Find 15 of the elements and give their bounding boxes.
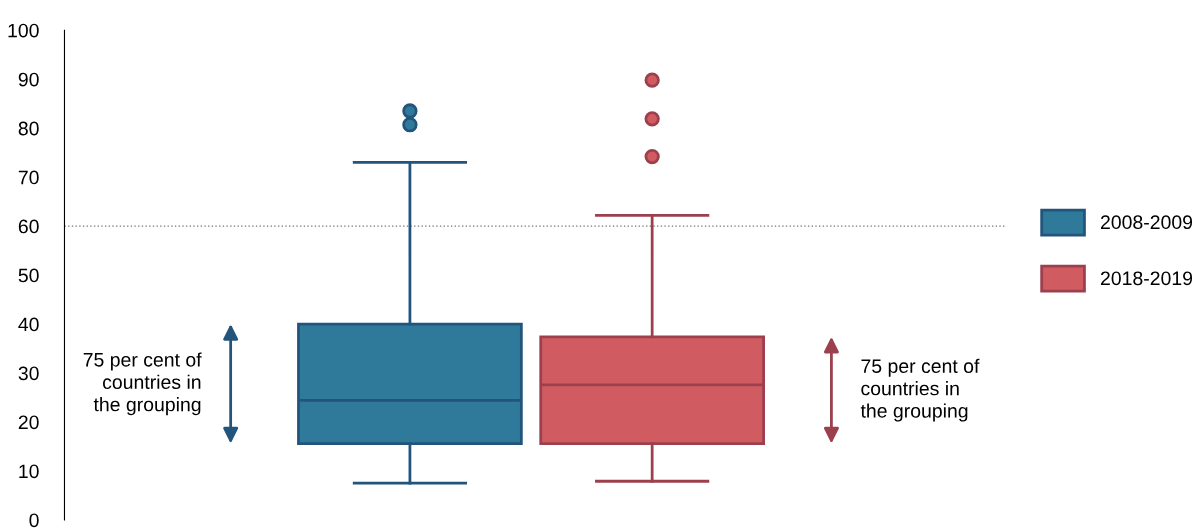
legend-label: 2008-2009 bbox=[1100, 215, 1193, 230]
y-tick-label: 60 bbox=[18, 219, 39, 234]
legend-label: 2018-2019 bbox=[1100, 271, 1193, 286]
y-tick-label: 0 bbox=[29, 513, 39, 528]
y-tick-label: 90 bbox=[18, 72, 39, 87]
annotation: 75 per cent of countries in the grouping bbox=[860, 358, 980, 422]
y-tick-label: 20 bbox=[18, 415, 39, 430]
y-tick-label: 10 bbox=[19, 464, 39, 479]
y-tick-label: 40 bbox=[18, 317, 39, 332]
y-tick-label: 100 bbox=[8, 23, 39, 38]
y-tick-label: 80 bbox=[18, 121, 39, 136]
annotation: 75 per cent of countries in the grouping bbox=[83, 352, 202, 416]
y-tick-label: 70 bbox=[18, 170, 39, 185]
y-tick-label: 30 bbox=[18, 366, 39, 381]
y-tick-label: 50 bbox=[18, 268, 39, 283]
